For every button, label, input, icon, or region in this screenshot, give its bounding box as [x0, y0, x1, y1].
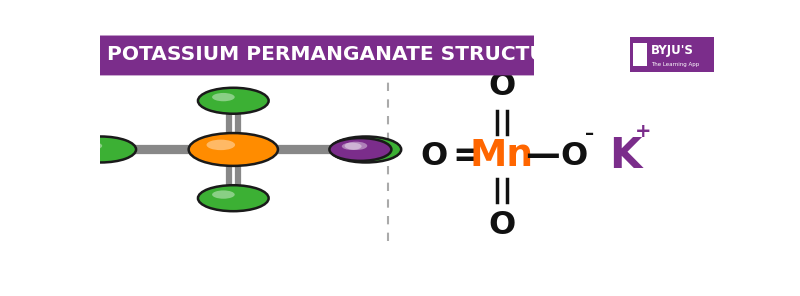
FancyBboxPatch shape: [100, 36, 534, 75]
Circle shape: [206, 140, 235, 150]
Text: The Learning App: The Learning App: [650, 62, 699, 67]
Circle shape: [212, 190, 234, 199]
Circle shape: [66, 136, 136, 163]
Text: BYJU'S: BYJU'S: [650, 44, 694, 57]
Circle shape: [330, 138, 391, 161]
Circle shape: [198, 88, 269, 114]
Circle shape: [79, 142, 102, 150]
Circle shape: [212, 93, 234, 101]
Text: —: —: [526, 139, 560, 173]
Circle shape: [189, 133, 278, 166]
Text: O: O: [488, 210, 515, 241]
Text: =: =: [452, 139, 481, 173]
Bar: [630, 37, 714, 72]
Circle shape: [345, 142, 367, 150]
Text: O: O: [488, 71, 515, 102]
Circle shape: [342, 143, 362, 150]
Text: O: O: [561, 141, 588, 172]
Text: +: +: [635, 122, 651, 141]
Bar: [634, 44, 647, 66]
Circle shape: [330, 136, 401, 163]
Text: Mn: Mn: [470, 138, 534, 174]
Text: POTASSIUM PERMANGANATE STRUCTURE: POTASSIUM PERMANGANATE STRUCTURE: [107, 45, 575, 65]
Text: O: O: [420, 141, 447, 172]
Text: K: K: [610, 135, 642, 177]
Text: –: –: [586, 125, 594, 143]
Circle shape: [198, 185, 269, 211]
